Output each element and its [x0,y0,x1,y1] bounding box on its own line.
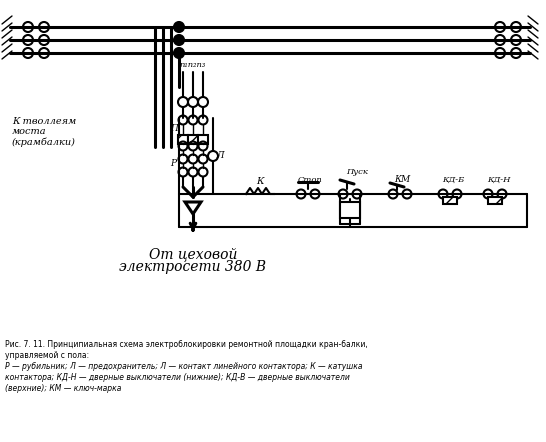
Text: электросети 380 В: электросети 380 В [120,260,266,274]
Text: От цеховой: От цеховой [149,247,237,261]
Text: К: К [256,177,264,186]
Text: Р — рубильник; Л — предохранитель; Л — контакт линейного контактора; К — катушка: Р — рубильник; Л — предохранитель; Л — к… [5,362,363,371]
Text: КМ: КМ [394,175,410,184]
Text: П: П [170,124,178,133]
Bar [488,197,502,204]
Bar [198,135,208,144]
Bar [340,202,360,218]
Circle shape [174,22,184,32]
Text: (верхние); КМ — ключ-марка: (верхние); КМ — ключ-марка [5,384,121,393]
Circle shape [174,48,184,58]
Text: управляемой с пола:: управляемой с пола: [5,351,89,360]
Text: п₁п₂п₃: п₁п₂п₃ [179,61,205,69]
Text: Стоп: Стоп [298,176,323,184]
Text: контактора; КД-Н — дверные выключатели (нижние); КД-В — дверные выключатели: контактора; КД-Н — дверные выключатели (… [5,373,350,382]
Text: КД-Б: КД-Б [442,176,464,184]
Text: Пуск: Пуск [346,168,368,176]
Text: Л: Л [216,151,223,160]
Bar [443,197,457,204]
Text: К тволлеям
моста
(крамбалки): К тволлеям моста (крамбалки) [12,117,76,147]
Bar [188,135,198,144]
Text: Р: Р [170,159,176,168]
Bar [178,135,188,144]
Text: Рис. 7. 11. Принципиальная схема электроблокировки ремонтной площадки кран-балки: Рис. 7. 11. Принципиальная схема электро… [5,340,368,349]
Text: КД-Н: КД-Н [487,176,511,184]
Circle shape [174,35,184,45]
